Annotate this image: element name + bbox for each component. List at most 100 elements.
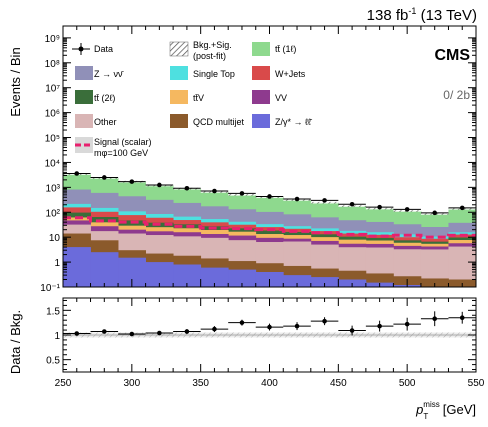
y-tick-label: 10⁴ [45,158,60,169]
data-point [267,194,272,199]
x-tick-label: 450 [330,378,347,389]
ratio-plot: 0.5 1 1.5 250 300 350 400 450 500 550 [46,297,485,389]
stack-bar-zll [200,267,229,287]
ratio-point [294,323,300,329]
y-tick-label: 10⁷ [45,84,60,95]
x-tick-label: 300 [123,378,140,389]
ratio-point [459,315,465,321]
x-tick-label: 550 [468,378,485,389]
legend-vv: VV [252,90,287,104]
ratio-point [432,316,438,322]
ratio-point [157,330,162,336]
svg-text:Z/γ* → ℓℓ̄: Z/γ* → ℓℓ̄ [275,117,313,127]
data-point [294,196,300,202]
data-point [212,188,217,194]
legend-data: Data [72,43,113,55]
experiment-label: CMS [434,47,470,64]
y-tick-label: 10⁹ [45,34,60,45]
svg-text:Single Top: Single Top [193,69,235,79]
x-tick-label: 250 [55,378,72,389]
stack-bar-zll [63,247,91,287]
legend-wjets: W+Jets [252,66,306,80]
legend-qcd: QCD multijet [170,114,245,128]
data-point [459,205,465,211]
ratio-point [377,323,382,329]
svg-text:Signal (scalar): Signal (scalar) [94,137,152,147]
stack-group [63,173,476,287]
legend-uncertainty: Bkg.+Sig. (post-fit) [169,40,232,61]
ratio-point [74,331,80,336]
x-tick-label: 500 [399,378,416,389]
svg-text:mφ=100 GeV: mφ=100 GeV [94,148,148,158]
data-point [74,171,80,176]
svg-text:QCD multijet: QCD multijet [193,117,245,127]
svg-text:VV: VV [275,93,287,103]
svg-text:tt̄ (1ℓ): tt̄ (1ℓ) [275,44,296,54]
legend-single-top: Single Top [170,66,235,80]
ratio-point [102,329,107,334]
ratio-y-tick-label: 1 [54,331,60,342]
stack-bar-zll [145,262,174,287]
legend-signal: Signal (scalar) mφ=100 GeV [75,137,152,158]
y-tick-label: 10⁵ [45,134,60,145]
data-point [184,185,190,191]
svg-text:Bkg.+Sig.: Bkg.+Sig. [193,40,232,50]
ratio-point [239,320,245,325]
x-axis-label: pTmiss [GeV] [415,400,476,421]
svg-text:tt̄V: tt̄V [193,93,204,103]
ratio-y-axis-label: Data / Bkg. [8,310,23,374]
signal-line [63,216,476,239]
ratio-point [184,329,190,334]
stack-bar-zll [228,269,257,287]
legend-znunu: Z → νν̄ [75,66,124,80]
y-tick-label: 10⁻¹ [40,283,60,294]
data-point [432,210,438,216]
y-axis-label: Events / Bin [8,47,23,116]
legend: Data Bkg.+Sig. (post-fit) tt̄ (1ℓ) Z → ν… [72,40,313,158]
y-tick-label: 1 [54,258,60,269]
stack-bar-qcd [420,278,449,287]
svg-text:Data: Data [94,44,113,54]
uncertainty-band [310,201,339,204]
stack-bar-zll [173,264,202,287]
category-label: 0/ 2b [443,88,470,102]
data-point [377,204,382,210]
ratio-point [129,331,135,337]
y-tick-label: 10³ [46,183,61,194]
stack-bar-zll [310,277,339,287]
svg-text:(post-fit): (post-fit) [193,51,226,61]
stack-bar-zll [283,275,312,287]
legend-ttv: tt̄V [170,90,204,104]
ratio-point [267,324,272,330]
ratio-y-tick-label: 1.5 [46,306,60,317]
ratio-point [349,328,355,333]
data-point [349,201,355,207]
svg-text:tt̄ (2ℓ): tt̄ (2ℓ) [94,93,115,103]
data-point [157,182,162,188]
data-point [239,191,245,196]
stack-bar-zll [90,252,119,287]
lumi-label: 138 fb-1 (13 TeV) [367,6,477,24]
legend-other: Other [75,114,117,128]
main-plot: 10⁻¹ 1 10 10² 10³ 10⁴ 10⁵ 10⁶ 10⁷ 10⁸ 10⁹ [40,25,477,294]
x-tick-label: 350 [192,378,209,389]
data-point [322,198,327,203]
data-point [129,179,135,184]
svg-text:Other: Other [94,117,117,127]
legend-ttbar-2l: tt̄ (2ℓ) [75,90,115,104]
legend-ttbar-1l: tt̄ (1ℓ) [252,42,296,56]
ratio-point [212,326,217,332]
ratio-y-tick-label: 0.5 [46,356,60,367]
y-tick-label: 10² [46,208,61,219]
y-tick-label: 10⁸ [45,59,60,70]
y-tick-label: 10 [49,233,61,244]
svg-text:W+Jets: W+Jets [275,69,306,79]
ratio-point [322,318,327,324]
data-point [102,175,107,180]
legend-zll: Z/γ* → ℓℓ̄ [252,114,313,128]
svg-text:Z → νν̄: Z → νν̄ [94,69,124,79]
ratio-point [404,321,410,327]
y-tick-label: 10⁶ [45,109,60,120]
data-point [404,207,410,212]
